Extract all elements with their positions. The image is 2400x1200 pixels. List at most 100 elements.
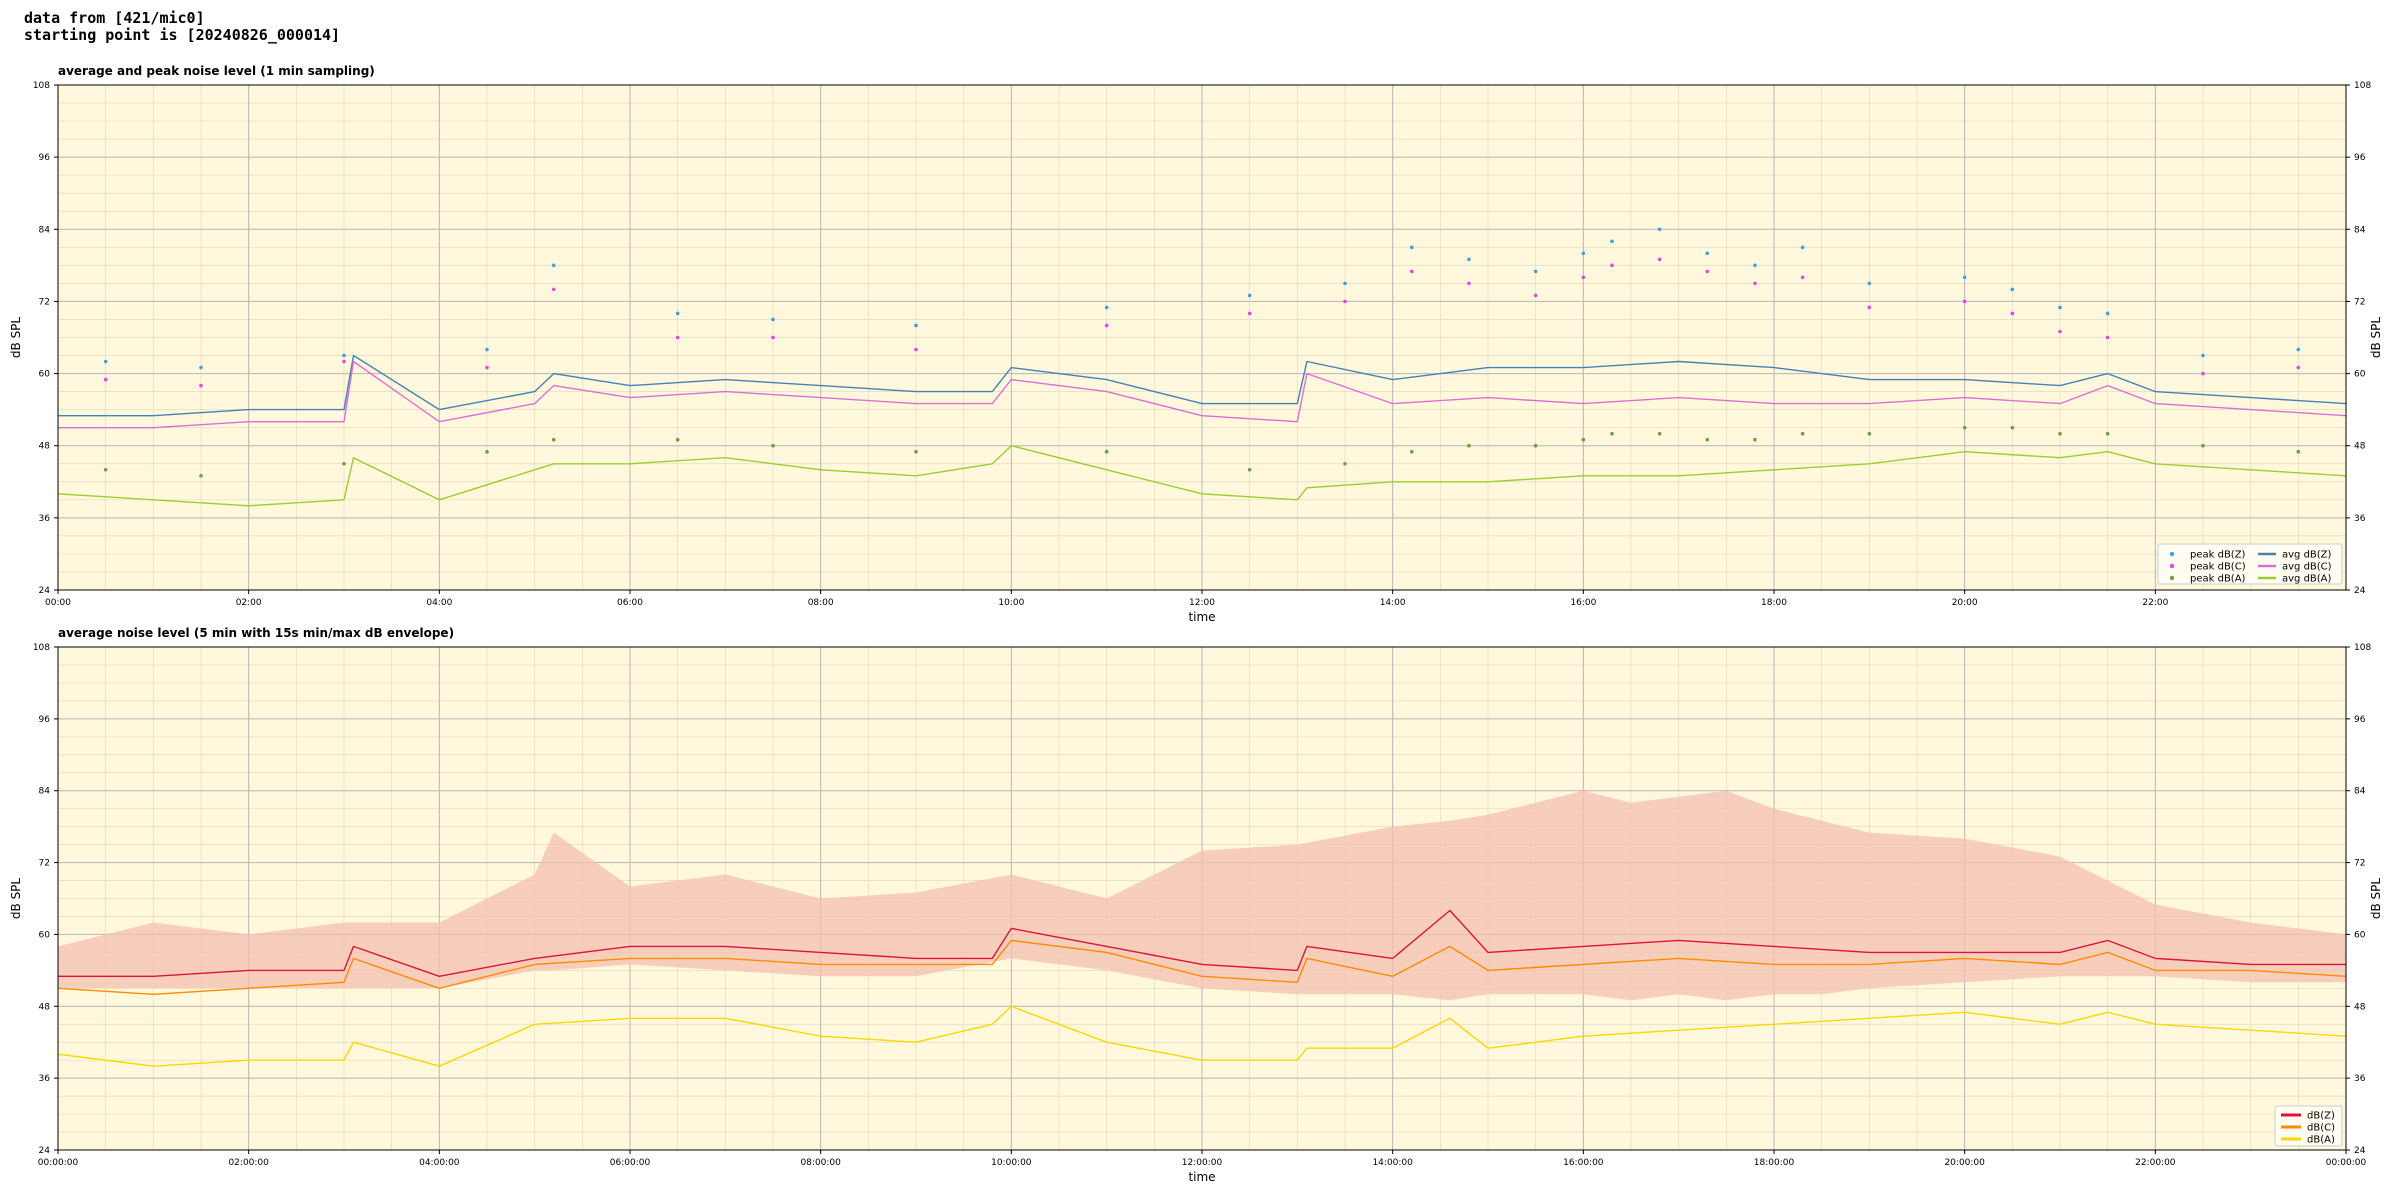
peak-point: [1533, 443, 1538, 448]
peak-point: [485, 449, 489, 454]
peak-point: [1409, 269, 1414, 274]
y-tick-label: 60: [39, 370, 51, 380]
peak-point: [1409, 245, 1414, 250]
page-header: data from [421/mic0] starting point is […: [24, 10, 340, 44]
peak-point: [199, 473, 203, 478]
y-tick-label: 60: [2354, 930, 2366, 940]
y-axis-label: dB SPL: [9, 317, 23, 359]
y-tick-label: 72: [2354, 297, 2365, 307]
plot-title: average noise level (5 min with 15s min/…: [58, 626, 454, 640]
peak-point: [342, 353, 346, 358]
peak-point: [1705, 269, 1710, 274]
y-tick-label: 84: [39, 225, 51, 235]
legend-label: dB(Z): [2307, 1111, 2335, 1122]
peak-point: [1867, 281, 1872, 286]
peak-point: [1104, 449, 1109, 454]
peak-point: [1343, 461, 1347, 466]
peak-point: [1247, 467, 1252, 472]
peak-point: [1610, 431, 1614, 436]
peak-point: [2010, 311, 2015, 316]
peak-point: [1533, 269, 1538, 274]
peak-point: [342, 359, 346, 364]
legend-label: avg dB(Z): [2282, 550, 2332, 561]
peak-point: [2105, 311, 2110, 316]
x-tick-label: 10:00:00: [991, 1158, 1032, 1168]
peak-point: [771, 335, 775, 340]
peak-point: [2201, 353, 2205, 358]
peak-series: [103, 425, 2301, 478]
y-tick-label: 84: [2354, 787, 2366, 797]
peak-point: [1104, 323, 1109, 328]
peak-point: [103, 467, 108, 472]
peak-point: [2058, 431, 2062, 436]
x-tick-label: 16:00: [1570, 598, 1596, 608]
peak-point: [914, 323, 918, 328]
y-tick-label: 36: [2354, 514, 2366, 524]
peak-point: [1800, 245, 1805, 250]
peak-point: [914, 449, 918, 454]
chart-avg-peak-noise: average and peak noise level (1 min samp…: [9, 64, 2383, 624]
x-axis-label: time: [1188, 610, 1215, 624]
peak-point: [1657, 257, 1662, 262]
peak-point: [1247, 311, 1252, 316]
series-line: [58, 360, 2347, 429]
y-tick-label: 108: [33, 643, 50, 653]
peak-point: [1962, 425, 1967, 430]
peak-point: [1409, 449, 1414, 454]
x-tick-label: 16:00:00: [1563, 1158, 1604, 1168]
peak-point: [1800, 275, 1805, 280]
x-tick-label: 18:00:00: [1754, 1158, 1795, 1168]
legend: dB(Z)dB(C)dB(A): [2274, 1105, 2343, 1147]
peak-point: [1247, 293, 1252, 298]
peak-point: [1657, 227, 1662, 232]
peak-point: [551, 263, 556, 268]
x-tick-label: 18:00: [1761, 598, 1787, 608]
peak-point: [1962, 275, 1967, 280]
peak-point: [2296, 365, 2301, 370]
peak-point: [2058, 329, 2062, 334]
y-tick-label: 96: [39, 715, 51, 725]
x-tick-label: 02:00: [236, 598, 262, 608]
y-tick-label: 60: [39, 930, 51, 940]
legend-marker: [2169, 575, 2175, 581]
peak-point: [914, 347, 918, 352]
peak-point: [771, 317, 775, 322]
peak-series: [103, 257, 2301, 388]
peak-point: [2058, 305, 2062, 310]
x-tick-label: 12:00:00: [1182, 1158, 1223, 1168]
peak-point: [675, 437, 680, 442]
peak-point: [1610, 239, 1614, 244]
y-axis-label: dB SPL: [9, 878, 23, 920]
x-tick-label: 20:00: [1952, 598, 1978, 608]
peak-point: [1753, 281, 1757, 286]
x-tick-label: 14:00:00: [1372, 1158, 1413, 1168]
legend-label: dB(A): [2307, 1135, 2335, 1146]
grid: [57, 84, 2347, 591]
peak-point: [1753, 437, 1757, 442]
y-tick-label: 72: [2354, 859, 2365, 869]
peak-point: [2105, 335, 2110, 340]
y-tick-label: 96: [39, 153, 51, 163]
peak-point: [551, 287, 556, 292]
chart-avg-noise-envelope: average noise level (5 min with 15s min/…: [9, 626, 2383, 1184]
legend-label: dB(C): [2307, 1123, 2335, 1134]
peak-point: [485, 347, 489, 352]
peak-point: [1533, 293, 1538, 298]
x-tick-label: 04:00:00: [419, 1158, 460, 1168]
x-tick-label: 20:00:00: [1944, 1158, 1985, 1168]
y-tick-label: 36: [2354, 1074, 2366, 1084]
peak-point: [1467, 257, 1471, 262]
x-tick-label: 06:00:00: [610, 1158, 651, 1168]
series-line: [58, 909, 2346, 977]
y-tick-label: 60: [2354, 370, 2366, 380]
legend-label: peak dB(Z): [2190, 550, 2246, 561]
x-tick-label: 00:00: [45, 598, 71, 608]
y-tick-label: 108: [2354, 643, 2371, 653]
legend-box: [2157, 543, 2343, 585]
x-tick-label: 08:00: [808, 598, 834, 608]
x-tick-label: 08:00:00: [800, 1158, 841, 1168]
peak-point: [551, 437, 556, 442]
peak-point: [199, 365, 203, 370]
x-tick-label: 00:00:00: [38, 1158, 79, 1168]
peak-series: [103, 227, 2301, 370]
